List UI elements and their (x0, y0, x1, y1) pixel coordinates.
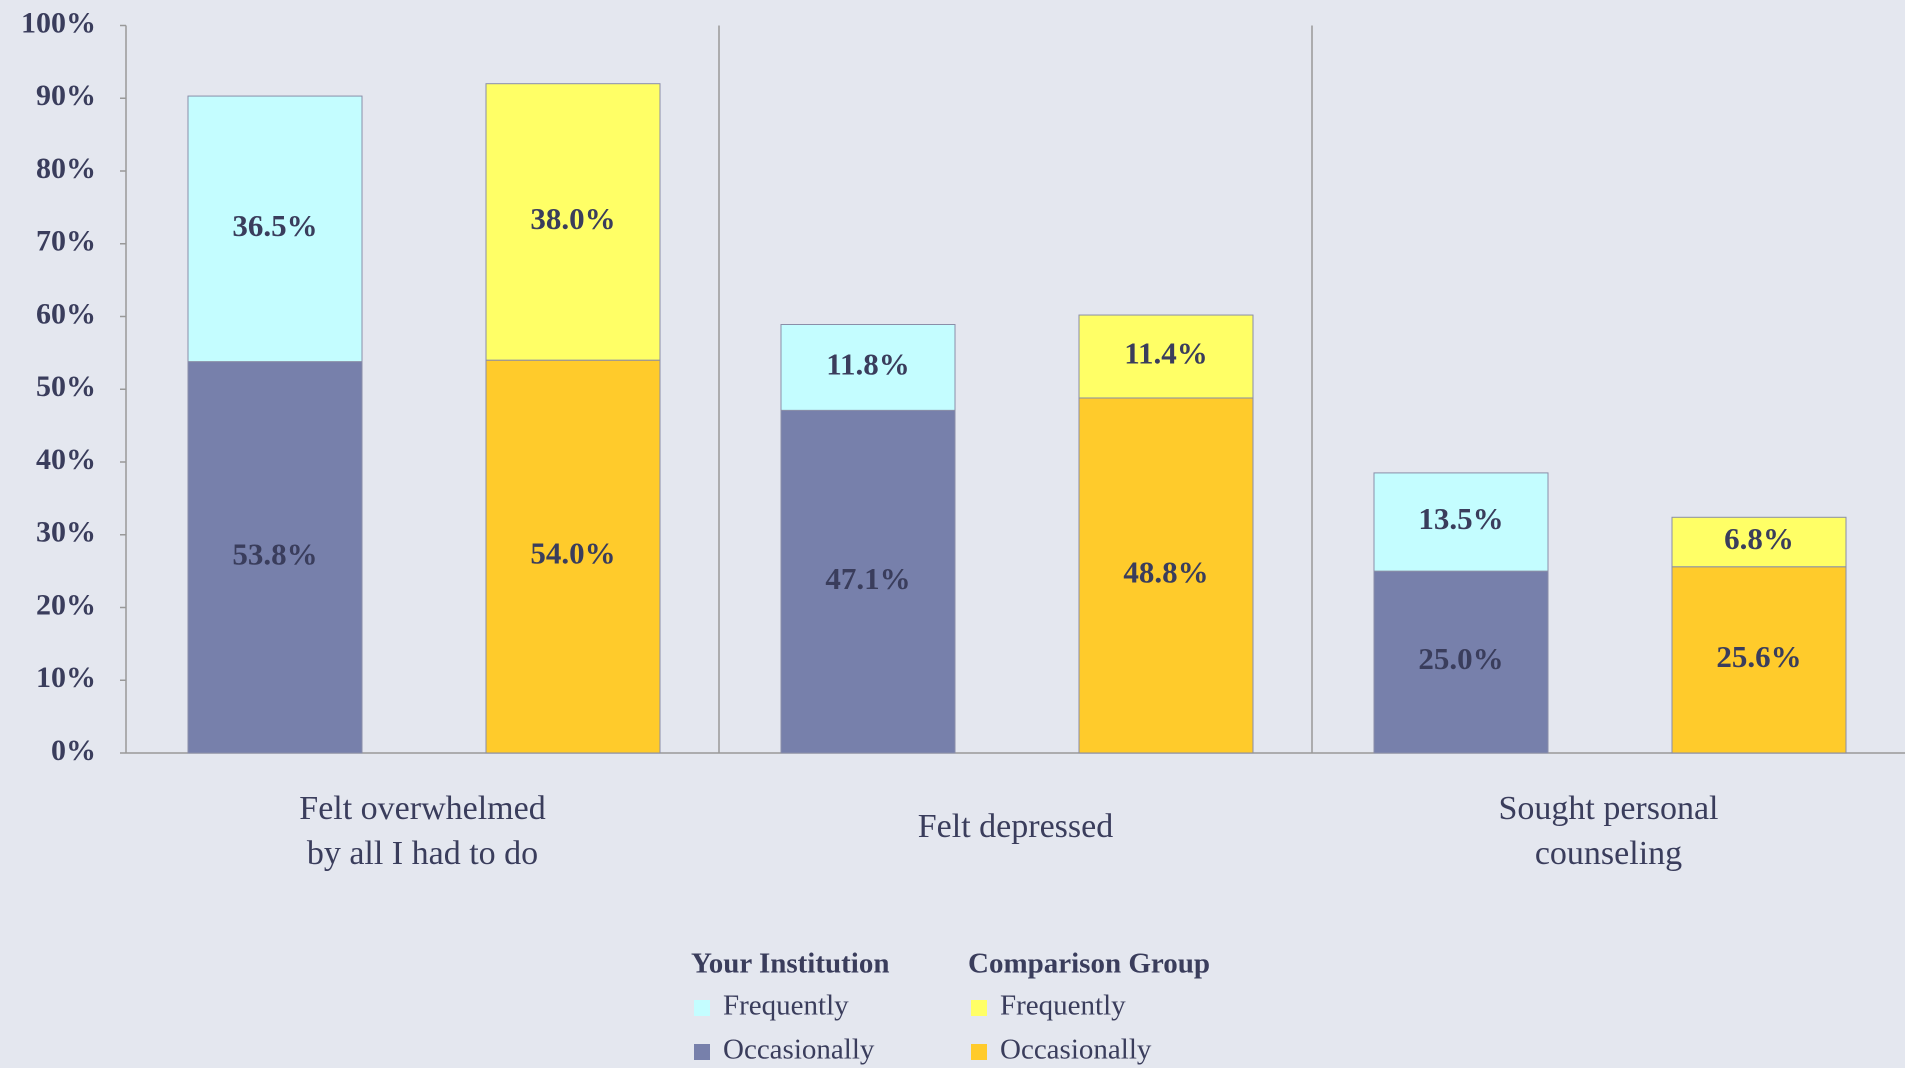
y-tick-label: 0% (51, 734, 96, 767)
bar-segment (780, 324, 956, 411)
data-label: 11.8% (826, 347, 910, 382)
bar-segment (780, 409, 956, 754)
data-label: 38.0% (530, 201, 615, 236)
data-label: 36.5% (232, 208, 317, 243)
bar-segment (1078, 314, 1254, 399)
y-tick-label: 20% (36, 588, 96, 621)
y-tick-label: 100% (21, 6, 96, 39)
data-label: 53.8% (232, 536, 317, 571)
legend-label: Occasionally (723, 1034, 875, 1066)
y-tick-label: 50% (36, 370, 96, 403)
y-tick-label: 10% (36, 661, 96, 694)
bar-segment (485, 83, 661, 361)
legend-label: Occasionally (1000, 1034, 1152, 1066)
bar-segment (1671, 566, 1847, 754)
y-tick-label: 80% (36, 152, 96, 185)
legend-swatch (971, 1044, 987, 1060)
bar-segment (187, 95, 363, 363)
data-label: 47.1% (825, 561, 910, 596)
legend-swatch (694, 1000, 710, 1016)
y-tick-label: 60% (36, 297, 96, 330)
data-label: 11.4% (1124, 336, 1208, 371)
legend-heading: Comparison Group (968, 948, 1210, 980)
x-tick-label: Felt depressed (917, 808, 1114, 845)
legend-heading: Your Institution (691, 948, 890, 980)
y-tick-label: 40% (36, 443, 96, 476)
legend-swatch (971, 1000, 987, 1016)
data-label: 54.0% (530, 536, 615, 571)
data-label: 6.8% (1724, 521, 1794, 556)
bar-segment (1671, 516, 1847, 568)
bar-segment (187, 361, 363, 754)
legend-swatch (694, 1044, 710, 1060)
y-tick-label: 30% (36, 516, 96, 549)
y-tick-label: 90% (36, 79, 96, 112)
bar-segment (485, 359, 661, 754)
data-label: 13.5% (1418, 501, 1503, 536)
bar-segment (1373, 472, 1549, 572)
bar-segment (1373, 570, 1549, 754)
data-label: 25.0% (1418, 641, 1503, 676)
legend-label: Frequently (1000, 990, 1126, 1022)
data-label: 25.6% (1716, 639, 1801, 674)
x-tick-label: Sought personal counseling (1498, 790, 1719, 872)
legend-label: Frequently (723, 990, 849, 1022)
x-tick-label: Felt overwhelmed by all I had to do (299, 790, 546, 872)
y-tick-label: 70% (36, 225, 96, 258)
data-label: 48.8% (1123, 555, 1208, 590)
